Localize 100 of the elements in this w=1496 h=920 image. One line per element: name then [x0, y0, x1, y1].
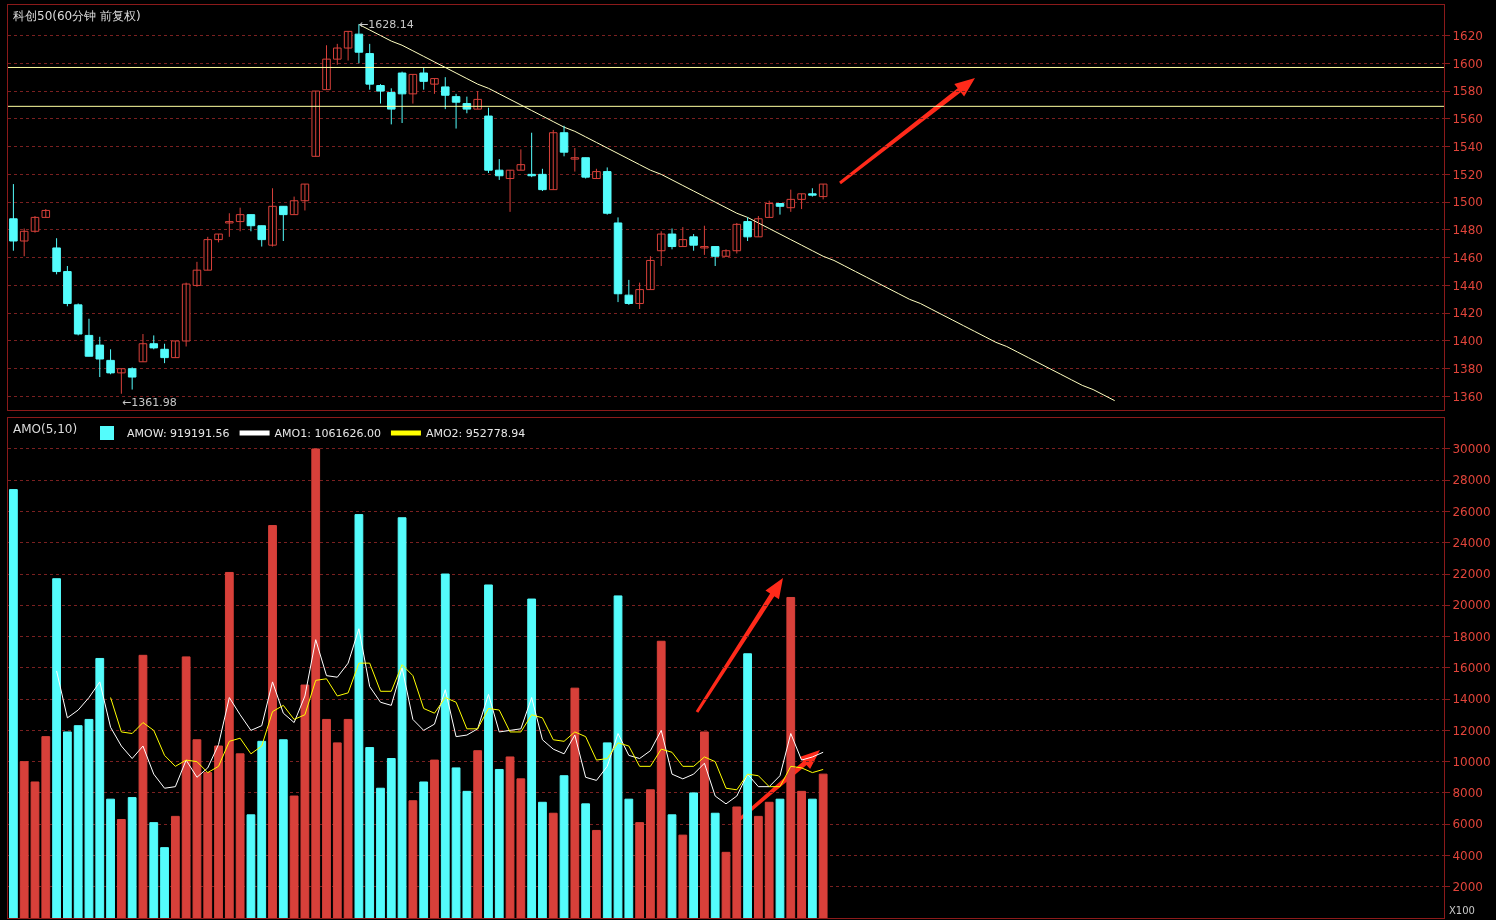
y-tick-label: 4000: [1452, 848, 1483, 863]
bar: [9, 489, 18, 918]
candlestick: [181, 282, 191, 348]
y-tick-label: 12000: [1452, 723, 1491, 738]
bar: [160, 847, 169, 918]
candlestick: [624, 279, 634, 306]
y-tick-label: 1520: [1452, 167, 1483, 182]
y-tick-label: 1420: [1452, 306, 1483, 321]
bar: [332, 742, 342, 918]
bar: [764, 801, 774, 918]
bar: [224, 571, 234, 918]
candlestick: [73, 302, 83, 336]
y-tick-label: 1480: [1452, 223, 1483, 238]
bar: [689, 792, 698, 918]
line-series: [56, 628, 824, 805]
candlestick: [484, 107, 493, 174]
bar: [538, 801, 547, 918]
candlestick: [656, 230, 666, 267]
candlestick: [225, 212, 234, 238]
bar: [170, 815, 180, 918]
candlestick: [602, 166, 612, 216]
candlestick: [808, 187, 817, 198]
y-tick-label: 20000: [1452, 598, 1491, 613]
y-tick-label: 30000: [1452, 442, 1491, 457]
bar: [419, 781, 429, 918]
bar: [581, 803, 591, 918]
candlestick: [743, 216, 752, 242]
y-tick-label: 1540: [1452, 139, 1483, 154]
y-tick-label: 1600: [1452, 56, 1483, 71]
bar: [754, 815, 763, 918]
candlestick: [700, 225, 709, 256]
bar: [678, 834, 688, 918]
bar: [786, 596, 796, 918]
bar: [559, 775, 569, 918]
bar: [743, 653, 752, 918]
chart-title: 科创50(60分钟 前复权): [13, 9, 141, 23]
bar: [527, 598, 537, 918]
bar: [63, 731, 72, 918]
candlestick: [95, 336, 105, 378]
candlestick: [710, 246, 720, 267]
y-tick-label: 1380: [1452, 361, 1483, 376]
bar: [354, 514, 364, 918]
candlestick: [732, 222, 742, 254]
y-tick-label: 2000: [1452, 879, 1483, 894]
line-series: [110, 662, 824, 791]
candlestick: [311, 90, 320, 157]
candlestick: [581, 157, 590, 180]
candlestick: [9, 183, 18, 252]
bar: [138, 654, 148, 918]
bar: [397, 517, 407, 918]
candlestick: [786, 189, 796, 213]
bar: [775, 798, 785, 918]
candlestick: [646, 255, 655, 291]
y-tick-label: 1620: [1452, 28, 1483, 43]
bar: [322, 718, 331, 918]
candlestick: [419, 66, 428, 91]
bar: [343, 718, 353, 918]
y-tick-label: 1460: [1452, 250, 1483, 265]
bar: [430, 759, 439, 918]
candlestick: [203, 236, 213, 271]
bar: [667, 814, 677, 918]
candlestick: [149, 334, 159, 350]
annotation: ←1628.14: [359, 18, 414, 31]
annotation: ←1361.98: [122, 396, 177, 409]
bar: [710, 812, 720, 918]
bar: [376, 787, 385, 918]
candlestick: [387, 87, 396, 125]
bar: [818, 773, 828, 918]
y-tick-label: 6000: [1452, 817, 1483, 832]
y-tick-label: 1400: [1452, 334, 1483, 349]
bar: [311, 448, 321, 918]
bar: [548, 812, 558, 918]
bar: [646, 789, 655, 918]
y-tick-label: 26000: [1452, 504, 1491, 519]
candlestick: [214, 233, 223, 243]
candlestick: [818, 183, 828, 200]
y-tick-label: 18000: [1452, 629, 1491, 644]
y-tick-label: 10000: [1452, 754, 1491, 769]
candlestick: [106, 348, 115, 375]
y-tick-label: 1500: [1452, 195, 1483, 210]
bar: [656, 640, 666, 918]
candlestick: [797, 193, 806, 210]
y-tick-label: 22000: [1452, 567, 1491, 582]
y-tick-label: 1440: [1452, 278, 1483, 293]
bar: [257, 740, 267, 918]
candlestick: [322, 44, 331, 91]
legend-label: AMO2: 952778.94: [425, 427, 526, 441]
bar: [246, 814, 256, 918]
candlestick: [689, 233, 698, 252]
text: X100: [1449, 905, 1475, 916]
candlestick: [538, 168, 547, 192]
bar: [278, 739, 288, 918]
bar: [116, 819, 126, 918]
bar: [127, 797, 137, 918]
bar: [807, 798, 817, 918]
candlestick: [117, 368, 126, 395]
candlestick: [268, 187, 277, 248]
bar: [365, 747, 375, 918]
bar: [592, 829, 601, 918]
legend-label: AMOW: 919191.56: [126, 427, 230, 441]
